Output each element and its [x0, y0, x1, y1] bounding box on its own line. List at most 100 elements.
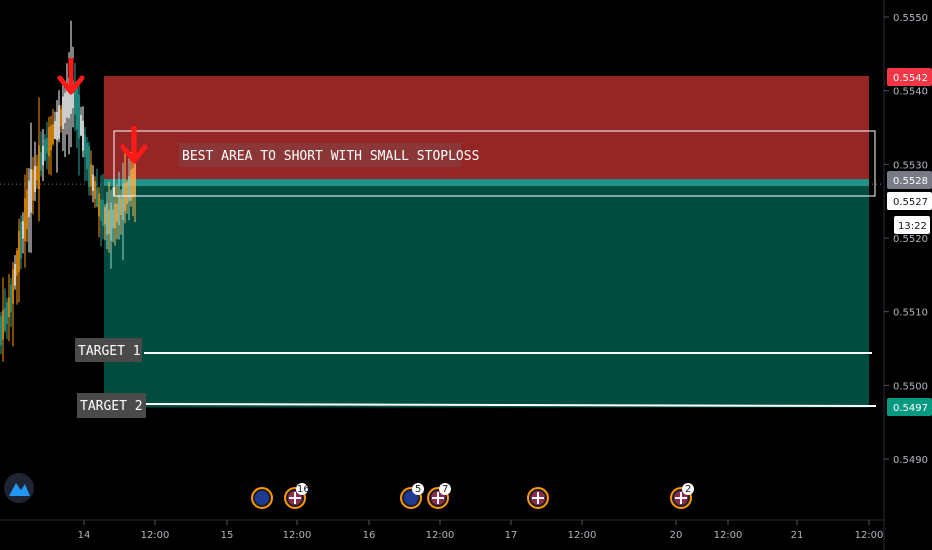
candle-body	[96, 188, 98, 207]
candle-body	[122, 183, 124, 221]
candle-body	[120, 197, 122, 215]
time-axis[interactable]: 14 12:00 15 12:00 16 12:00 17 12:00 20 12:00 21 12:…	[78, 520, 884, 541]
target-1-label-bg	[75, 338, 142, 362]
candle-body	[10, 284, 12, 313]
candle-body	[50, 125, 52, 151]
event-flag-uk-4-icon[interactable]: 2	[670, 483, 694, 509]
candle-body	[42, 145, 44, 166]
target-2-line[interactable]	[145, 403, 877, 407]
candle-body	[88, 146, 90, 188]
candle-body	[44, 138, 46, 161]
candle-body	[62, 96, 64, 129]
candle-body	[78, 94, 80, 139]
candle-body	[132, 168, 134, 198]
event-flag-uk-3-icon[interactable]	[527, 487, 549, 509]
down-arrow-1-icon	[57, 58, 85, 95]
time-tick-label: 12:00	[141, 530, 170, 541]
candle-body	[0, 316, 2, 346]
time-tick-label: 15	[221, 530, 234, 541]
candle-body	[46, 137, 48, 154]
candle-body	[106, 202, 108, 235]
candle-body	[24, 198, 26, 242]
current-price-tag: 0.5528	[887, 171, 932, 189]
candle-body	[18, 230, 20, 272]
candle-body	[34, 165, 36, 193]
target-2-label-bg	[77, 393, 146, 418]
candle-body	[102, 199, 104, 226]
time-tick-label: 20	[670, 530, 683, 541]
target-1-label[interactable]: TARGET 1	[75, 338, 142, 362]
candle-body	[38, 145, 40, 190]
candle-body	[74, 88, 76, 115]
candle-body	[66, 88, 68, 118]
countdown-text: 13:22	[898, 221, 927, 232]
time-tick-label: 12:00	[426, 530, 455, 541]
price-tick-label: 0.5530	[893, 160, 928, 171]
price-tick-label: 0.5540	[893, 87, 928, 98]
candle-body	[6, 302, 8, 324]
candle-body	[20, 221, 22, 259]
candle-body	[54, 120, 56, 139]
candle-body	[104, 207, 106, 225]
event-badge-count-2: 5	[415, 484, 421, 495]
short-position-tool[interactable]	[0, 75, 884, 408]
candle-body	[118, 194, 120, 226]
price-tick-label: 0.5520	[893, 234, 928, 245]
last-price-tag: 0.5527	[887, 192, 932, 210]
candle-body	[4, 307, 6, 331]
candle-body	[56, 112, 58, 141]
time-tick-label: 12:00	[283, 530, 312, 541]
current-price-text: 0.5528	[893, 176, 928, 187]
event-badge-count-3: 7	[442, 484, 448, 495]
candle-body	[68, 77, 70, 119]
profit-zone	[104, 179, 869, 408]
time-tick-label: 17	[505, 530, 518, 541]
target-2-text: TARGET 2	[80, 399, 143, 414]
event-flag-uk-1-icon[interactable]: 16	[284, 483, 310, 509]
time-tick-label: 12:00	[568, 530, 597, 541]
price-axis[interactable]: 0.5550 0.5540 0.5530 0.5520 0.5510 0.5500 0.54…	[884, 13, 928, 466]
candle-body	[110, 202, 112, 241]
stop-price-tag: 0.5542	[887, 68, 932, 86]
event-markers[interactable]: 16 5 7 2	[251, 483, 694, 509]
candle-body	[128, 176, 130, 202]
candle-body	[112, 209, 114, 229]
annotation-box[interactable]: BEST AREA TO SHORT WITH SMALL STOPLOSS	[113, 130, 876, 197]
target-lines[interactable]	[144, 352, 877, 407]
event-badge-count-4: 2	[685, 484, 691, 495]
candle-body	[114, 203, 116, 229]
last-price-text: 0.5527	[893, 197, 928, 208]
candle-body	[82, 120, 84, 151]
candle-body	[12, 269, 14, 304]
candle-body	[2, 310, 4, 340]
candle-body	[100, 199, 102, 221]
event-flag-au-2-icon[interactable]: 5	[400, 483, 424, 509]
event-flag-au-1-icon[interactable]	[251, 487, 273, 509]
candle-body	[60, 109, 62, 127]
countdown-tag: 13:22	[894, 216, 930, 234]
candle-body	[108, 209, 110, 234]
time-tick-label: 21	[791, 530, 804, 541]
price-tick-label: 0.5490	[893, 455, 928, 466]
annotation-frame	[113, 130, 876, 197]
candle-body	[58, 105, 60, 139]
event-flag-uk-2-icon[interactable]: 7	[427, 483, 451, 509]
tradingview-logo-icon[interactable]	[4, 473, 34, 503]
candle-body	[124, 183, 126, 212]
candle-body	[26, 189, 28, 229]
candle-body	[116, 203, 118, 223]
price-tick-label: 0.5550	[893, 13, 928, 24]
entry-band	[104, 179, 869, 187]
candle-body	[76, 88, 78, 130]
annotation-main-text: BEST AREA TO SHORT WITH SMALL STOPLOSS	[182, 149, 479, 164]
candle-body	[90, 164, 92, 187]
down-arrow-2-icon	[120, 126, 148, 164]
time-tick-label: 16	[363, 530, 376, 541]
candle-body	[48, 127, 50, 157]
candle-body	[40, 152, 42, 171]
time-tick-label: 14	[78, 530, 91, 541]
target-2-label[interactable]: TARGET 2	[77, 393, 146, 418]
target-1-text: TARGET 1	[78, 344, 141, 359]
candle-body	[14, 264, 16, 286]
